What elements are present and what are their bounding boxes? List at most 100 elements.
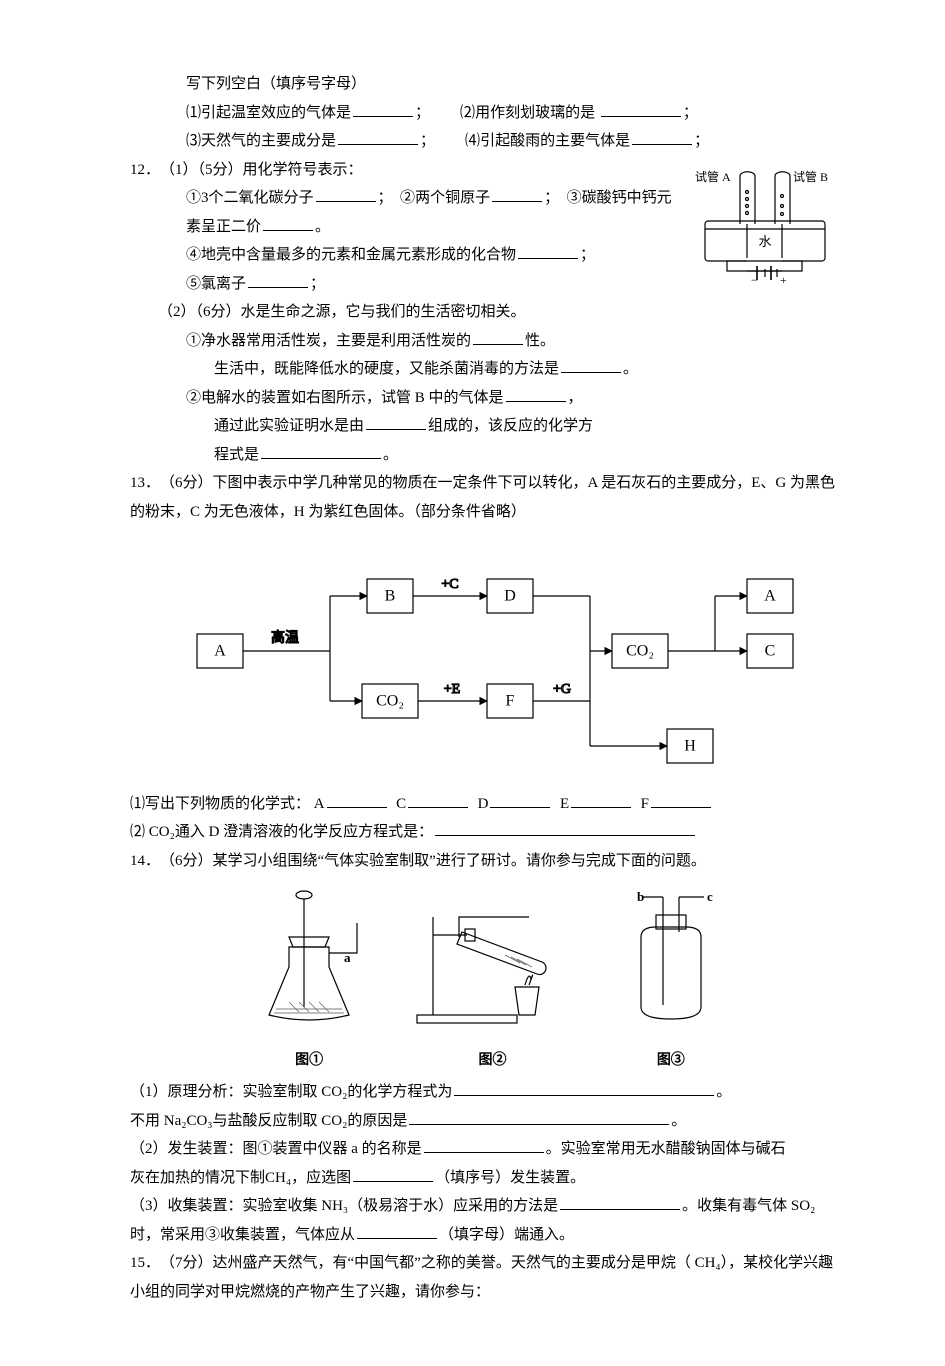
flow-B: B <box>385 588 396 605</box>
q14-p3a-blank[interactable] <box>560 1193 680 1211</box>
q13-q1-F: F <box>641 796 649 812</box>
q15-head: 15．（7分）达州盛产天然气，有“中国气都”之称的美誉。天然气的主要成分是甲烷（… <box>130 1249 845 1306</box>
q12-i5-blank[interactable] <box>248 270 308 288</box>
q14-p3b-blank[interactable] <box>357 1221 437 1239</box>
diag-water-label: 水 <box>758 234 771 249</box>
q11-d-blank[interactable] <box>632 128 692 146</box>
q12-p2-i2b-text: 通过此实验证明水是由 <box>214 418 364 434</box>
q12-p2-i1b: 生活中，既能降低水的硬度，又能杀菌消毒的方法是 。 <box>130 355 845 384</box>
diag-label-a-val: 试管 A <box>695 169 731 184</box>
q12-i4-blank[interactable] <box>518 242 578 260</box>
fig3-label-b: b <box>637 889 644 904</box>
fig2-caption: 图② <box>407 1048 577 1075</box>
q13-blank-A[interactable] <box>327 790 387 808</box>
flow-label-plusG: +G <box>553 682 571 697</box>
q12-i4-num: ④ <box>186 247 201 263</box>
q12-p2-i2a-blank[interactable] <box>506 384 566 402</box>
q12-i2-num: ② <box>400 190 415 206</box>
diag-label-b-val: 试管 B <box>793 169 828 184</box>
q12-p2-i1b-text: 生活中，既能降低水的硬度，又能杀菌消毒的方法是 <box>214 361 559 377</box>
q13-q2-blank[interactable] <box>435 819 695 837</box>
q11-d-tail: ； <box>694 133 709 149</box>
q13-head: 13．（6分）下图中表示中学几种常见的物质在一定条件下可以转化，A 是石灰石的主… <box>130 469 845 526</box>
q12-p2-i2b-blank[interactable] <box>366 413 426 431</box>
fig1-label-a: a <box>344 950 351 965</box>
q11-b-blank[interactable] <box>601 99 681 117</box>
q11-lead: 写下列空白（填序号字母） <box>130 70 845 99</box>
flow-label-plusC: +C <box>441 577 458 592</box>
q11-b-text: 用作刻划玻璃的是 <box>475 105 595 121</box>
q11-row1: ⑴引起温室效应的气体是； ⑵用作刻划玻璃的是 ； <box>130 99 845 128</box>
q14-p1b-blank[interactable] <box>409 1107 669 1125</box>
q14-p2b-text: 灰在加热的情况下制CH₄，应选图 <box>130 1170 351 1186</box>
q12-p2-lead: （2）（6分）水是生命之源，它与我们的生活密切相关。 <box>130 298 845 327</box>
flow-H: H <box>684 738 696 755</box>
q12-p2-i1b-tail: 。 <box>623 361 638 377</box>
q14-p2b: 灰在加热的情况下制CH₄，应选图 （填序号）发生装置。 <box>130 1164 845 1193</box>
q12-i2-text: 两个铜原子 <box>415 190 490 206</box>
q12-i4-text: 地壳中含量最多的元素和金属元素形成的化合物 <box>201 247 516 263</box>
q12-p2-i2c-blank[interactable] <box>261 441 381 459</box>
q11-a-tail: ； <box>415 105 430 121</box>
q12-i4-tail: ； <box>580 247 595 263</box>
q13-q2: ⑵ CO₂通入 D 澄清溶液的化学反应方程式是： <box>130 818 845 847</box>
q13-blank-C[interactable] <box>408 790 468 808</box>
q14-p2a-tail: 。实验室常用无水醋酸钠固体与碱石 <box>546 1141 786 1157</box>
q14-p2b-tail: （填序号）发生装置。 <box>435 1170 585 1186</box>
q14-p2b-blank[interactable] <box>353 1164 433 1182</box>
q15-number: 15． <box>130 1249 160 1278</box>
q14-p2a-blank[interactable] <box>424 1136 544 1154</box>
q11-a-blank[interactable] <box>353 99 413 117</box>
q12-i1-blank[interactable] <box>316 185 376 203</box>
flow-CO2a: CO₂ <box>376 693 404 710</box>
q12-p2-i2a: ②电解水的装置如右图所示，试管 B 中的气体是， <box>130 384 845 413</box>
q13-q2-lead: ⑵ CO₂通入 D 澄清溶液的化学反应方程式是： <box>130 824 433 840</box>
q14-p1a-blank[interactable] <box>454 1079 714 1097</box>
q14-p2a: （2）发生装置：图①装置中仪器 a 的名称是 。实验室常用无水醋酸钠固体与碱石 <box>130 1135 845 1164</box>
flow-D: D <box>504 588 516 605</box>
q14-p1a-text: （1）原理分析：实验室制取 CO₂的化学方程式为 <box>130 1084 452 1100</box>
q12-p2-i2c-tail: 。 <box>383 447 398 463</box>
q14-apparatus-row: a 图① <box>228 887 748 1074</box>
diag-minus: − <box>751 273 758 286</box>
q14-lead-text: （6分）某学习小组围绕“气体实验室制取”进行了研讨。请你参与完成下面的问题。 <box>160 853 706 869</box>
q14-p3b: 时，常采用③收集装置，气体应从 （填字母）端通入。 <box>130 1221 845 1250</box>
q12-electrolysis-diagram: 试管 A 试管 B 水 − + <box>685 160 845 280</box>
q12-i3-num: ③ <box>567 190 582 206</box>
q13-q1-lead: ⑴写出下列物质的化学式： <box>130 796 310 812</box>
q12-i3-blank[interactable] <box>263 213 313 231</box>
q13-number: 13． <box>130 469 160 498</box>
q14-p1a-tail: 。 <box>716 1084 731 1100</box>
q13-blank-D[interactable] <box>490 790 550 808</box>
q13-blank-E[interactable] <box>571 790 631 808</box>
flow-label-plusE: +E <box>444 682 460 697</box>
flow-Ar: A <box>764 588 776 605</box>
q12-p2-i2c-text: 程式是 <box>214 447 259 463</box>
apparatus-fig2: 图② <box>407 887 577 1074</box>
q12-p2-i1a-tail: 性。 <box>525 333 555 349</box>
q13-q1-E: E <box>560 796 569 812</box>
q11-c-blank[interactable] <box>338 128 418 146</box>
q13-blank-F[interactable] <box>651 790 711 808</box>
q12-p2-i1a-blank[interactable] <box>473 327 523 345</box>
q12-i1-tail: ； <box>378 190 393 206</box>
q11-b-num: ⑵ <box>460 105 475 121</box>
q12-i2-blank[interactable] <box>492 185 542 203</box>
q13-flowchart: A B CO₂ D F CO₂ A C H 高温 +C <box>130 536 845 782</box>
q14-p3b-tail: （填字母）端通入。 <box>439 1227 574 1243</box>
q12-i5-tail: ； <box>310 276 325 292</box>
q12-i5-num: ⑤ <box>186 276 201 292</box>
q14-head: 14．（6分）某学习小组围绕“气体实验室制取”进行了研讨。请你参与完成下面的问题… <box>130 847 845 876</box>
q14-p2a-text: （2）发生装置：图①装置中仪器 a 的名称是 <box>130 1141 422 1157</box>
q14-p3a-tail: 。收集有毒气体 SO₂ <box>682 1198 815 1214</box>
diag-plus: + <box>780 273 787 286</box>
fig3-caption: 图③ <box>611 1048 731 1075</box>
q11-d-num: ⑷ <box>465 133 480 149</box>
q11-c-num: ⑶ <box>186 133 201 149</box>
flow-A: A <box>214 643 226 660</box>
q14-p3b-text: 时，常采用③收集装置，气体应从 <box>130 1227 355 1243</box>
q11-c-text: 天然气的主要成分是 <box>201 133 336 149</box>
q12-p2-i1b-blank[interactable] <box>561 356 621 374</box>
apparatus-fig3: b c 图③ <box>611 887 731 1074</box>
q12-p2-i2a-tail: ， <box>568 390 583 406</box>
